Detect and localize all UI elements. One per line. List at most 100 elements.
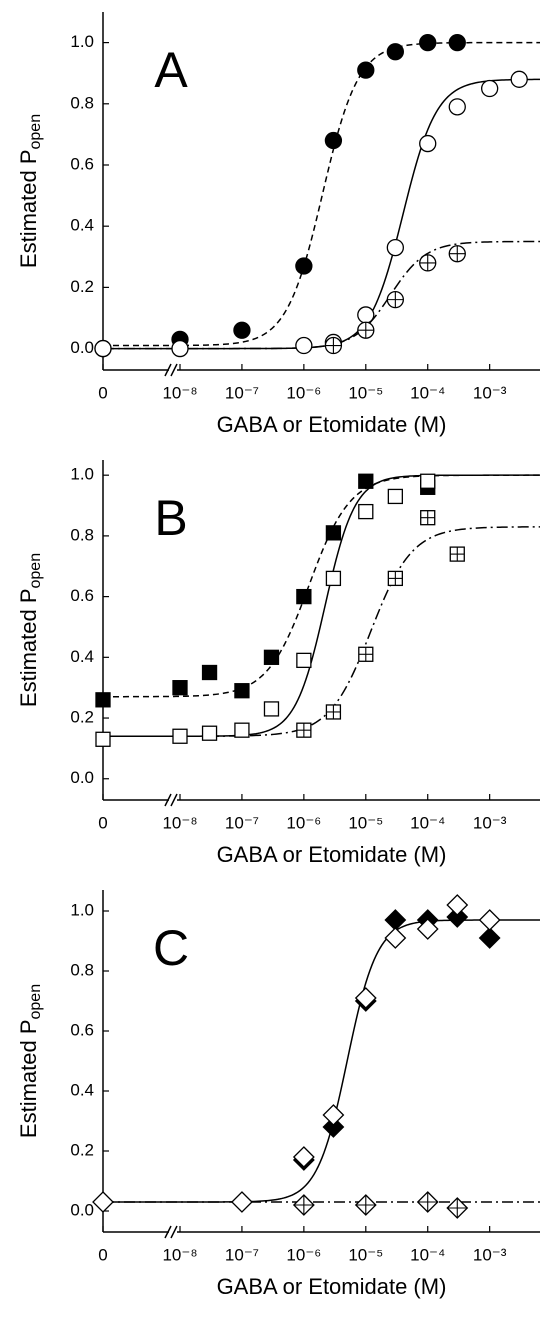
data-point [358,473,374,489]
x-tick-label: 10⁻⁶ [286,1245,321,1264]
marker [296,588,312,605]
marker [448,98,466,116]
data-point [95,692,111,708]
data-point [478,927,501,949]
fit-curve [102,526,541,737]
data-point [416,1191,439,1213]
data-point [358,646,374,662]
data-point [172,728,188,744]
data-point [448,98,466,116]
marker [231,1191,253,1213]
marker [358,503,374,520]
marker [296,652,312,669]
marker [172,728,188,744]
data-point [419,134,437,153]
marker [234,683,250,699]
fit-curve [102,240,541,350]
data-point [386,43,404,61]
marker [448,33,466,52]
data-point [386,290,404,309]
data-point [296,588,312,605]
marker [386,43,404,61]
marker [263,649,280,665]
x-tick-label: 10⁻⁶ [286,383,321,402]
axis-break [164,1225,172,1239]
data-point [292,1194,315,1216]
y-axis-label-sub: open [27,114,44,150]
x-tick-label: 10⁻⁴ [410,1245,445,1264]
data-point [386,238,404,257]
marker [201,664,218,681]
y-tick-label: 0.6 [70,1020,94,1039]
data-point [384,927,407,949]
data-point [201,664,218,681]
panel-label: C [153,920,189,976]
y-tick-label: 0.2 [70,708,94,727]
marker [357,306,375,324]
data-point [234,683,250,699]
data-point [234,722,250,738]
data-point [357,61,375,79]
data-point [296,722,312,738]
x-tick-label: 10⁻³ [473,383,507,402]
marker [322,1116,345,1138]
data-point [325,525,342,541]
y-axis-label: Estimated Popen [16,984,44,1138]
axis-break [164,363,172,377]
y-tick-label: 0.8 [70,960,94,979]
x-tick-label: 10⁻⁵ [348,813,383,832]
data-point [354,1194,377,1216]
marker [325,570,342,587]
data-point [295,257,313,275]
data-point [449,546,465,562]
x-tick-label: 10⁻⁷ [225,1245,259,1264]
y-tick-label: 0.8 [70,93,94,112]
y-tick-label: 0.0 [70,768,94,787]
data-point [481,79,499,98]
marker [295,336,313,355]
x-tick-label: 10⁻⁵ [348,383,383,402]
marker [387,488,403,505]
data-point [325,704,342,720]
marker [171,339,189,358]
marker [322,1104,345,1126]
x-tick-label: 10⁻³ [473,1245,507,1264]
data-point [354,987,377,1009]
y-tick-label: 0.8 [70,525,94,544]
marker [386,238,404,257]
data-point [357,306,375,324]
y-tick-label: 0.4 [70,216,94,235]
x-tick-label: 10⁻⁶ [286,813,321,832]
marker [510,70,528,88]
marker [478,927,501,949]
data-point [92,1191,114,1213]
marker [172,680,188,696]
y-axis-label: Estimated Popen [16,553,44,707]
y-tick-label: 1.0 [70,465,94,484]
marker [419,33,437,52]
y-axis-label: Estimated Popen [16,114,44,268]
marker [324,131,343,150]
marker [357,61,375,79]
y-tick-label: 0.0 [70,338,94,357]
marker [419,134,437,153]
y-axis-label-main: Estimated P [16,1019,41,1138]
data-point [324,336,343,355]
marker [478,909,501,931]
data-point [296,652,312,669]
data-point [478,909,501,931]
x-tick-label: 10⁻⁷ [225,383,259,402]
marker [446,906,469,928]
axis-break [170,793,178,807]
x-tick-label: 10⁻⁷ [225,813,259,832]
data-point [263,649,280,665]
data-point [325,570,342,587]
x-axis-label: GABA or Etomidate (M) [217,1274,447,1299]
data-point [94,339,112,358]
data-point [420,510,436,526]
fit-curve [102,41,540,347]
axis-break [170,1225,178,1239]
y-axis-label-main: Estimated P [16,149,41,268]
data-point [416,918,439,940]
